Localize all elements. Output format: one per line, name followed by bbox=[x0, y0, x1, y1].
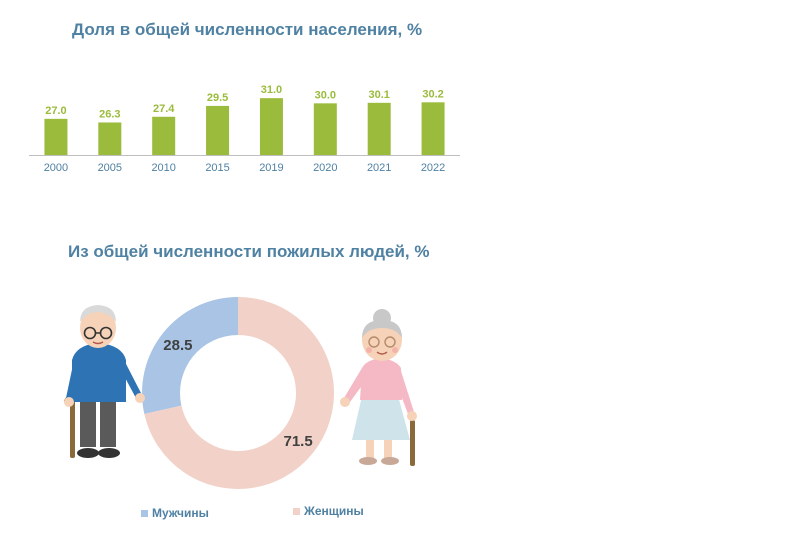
elderly-woman-illustration bbox=[340, 309, 417, 466]
donut-slice-women bbox=[144, 297, 334, 489]
bar-2000 bbox=[44, 118, 68, 155]
bar-value-label-2021: 30.1 bbox=[368, 89, 389, 101]
legend-item-men: Мужчины bbox=[141, 506, 209, 520]
bar-2010 bbox=[152, 116, 176, 155]
bar-value-label-2010: 27.4 bbox=[153, 103, 175, 115]
bar-2021 bbox=[367, 102, 391, 155]
bar-chart: 27.0 2000 26.3 2005 27.4 2010 29.5 2015 31.0 2019… bbox=[29, 84, 460, 174]
bar-2022 bbox=[421, 102, 445, 155]
x-tick-label-2000: 2000 bbox=[44, 162, 68, 174]
x-tick-label-2022: 2022 bbox=[421, 162, 445, 174]
elderly-man-illustration bbox=[63, 305, 145, 458]
x-tick-label-2010: 2010 bbox=[151, 162, 175, 174]
legend-swatch-men bbox=[141, 509, 148, 517]
bar-2020 bbox=[313, 103, 337, 155]
bar-value-label-2005: 26.3 bbox=[99, 108, 120, 120]
bar-value-label-2022: 30.2 bbox=[422, 88, 443, 100]
x-tick-label-2019: 2019 bbox=[259, 162, 283, 174]
x-tick-label-2021: 2021 bbox=[367, 162, 391, 174]
donut-chart: 28.5 71.5 bbox=[142, 297, 334, 489]
donut-value-label-men: 28.5 bbox=[163, 337, 192, 354]
x-tick-label-2005: 2005 bbox=[98, 162, 122, 174]
donut-chart-title: Из общей численности пожилых людей, % bbox=[68, 242, 430, 261]
bar-2019 bbox=[259, 98, 283, 155]
bar-2015 bbox=[206, 105, 230, 155]
legend-label-women: Женщины bbox=[304, 504, 364, 518]
bar-value-label-2020: 30.0 bbox=[315, 89, 336, 101]
x-tick-label-2015: 2015 bbox=[205, 162, 229, 174]
x-tick-label-2020: 2020 bbox=[313, 162, 337, 174]
legend-swatch-women bbox=[293, 507, 300, 515]
donut-slice-men bbox=[142, 297, 238, 414]
bar-value-label-2019: 31.0 bbox=[261, 84, 282, 96]
donut-value-label-women: 71.5 bbox=[283, 433, 312, 450]
bar-2005 bbox=[98, 122, 122, 155]
bar-value-label-2000: 27.0 bbox=[45, 105, 66, 117]
bar-value-label-2015: 29.5 bbox=[207, 92, 228, 104]
legend-item-women: Женщины bbox=[293, 504, 364, 518]
legend-label-men: Мужчины bbox=[152, 506, 209, 520]
bar-chart-title: Доля в общей численности населения, % bbox=[72, 20, 423, 39]
